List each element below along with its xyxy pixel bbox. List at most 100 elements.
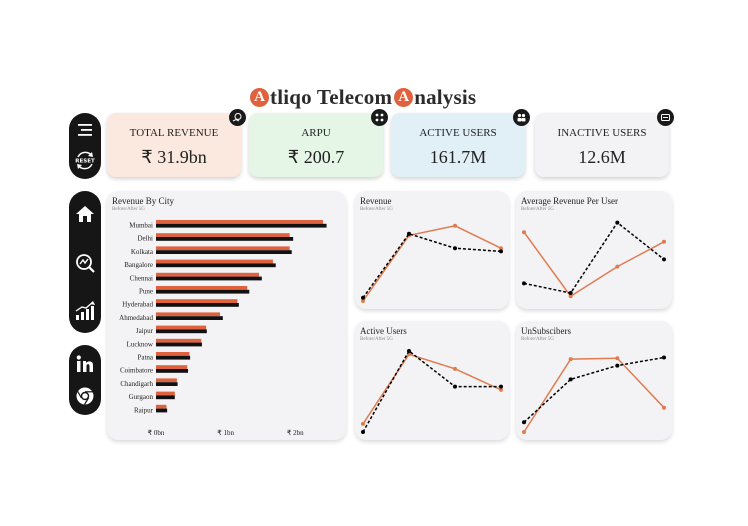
revenue-by-city-card: Revenue By City Before/After 5G Mumbai De… [107, 191, 346, 440]
bar-after [156, 259, 273, 264]
data-point [615, 264, 620, 269]
bar-before [156, 329, 207, 334]
city-label: Bangalore [124, 261, 153, 269]
city-label: Delhi [137, 235, 153, 243]
data-point [361, 295, 365, 300]
revenue-card: Revenue Before/After 5G [355, 191, 509, 309]
active-users-icon [513, 109, 530, 126]
city-label: Lucknow [127, 340, 154, 348]
x-tick-label: ₹ 2bn [287, 429, 304, 437]
data-point [453, 366, 457, 371]
data-point [499, 246, 503, 251]
data-point [568, 357, 573, 362]
reset-label: RESET [75, 159, 95, 165]
data-point [615, 220, 620, 225]
chart-title: Active Users [360, 326, 407, 336]
bar-before [156, 223, 327, 228]
city-label: Hyderabad [122, 301, 153, 309]
data-point [522, 430, 526, 434]
series-line-before [362, 349, 501, 433]
kpi-inactive-users: INACTIVE USERS 12.6M [535, 109, 674, 177]
city-label: Mumbai [129, 222, 153, 230]
bar-before [156, 395, 175, 400]
bar-before [156, 408, 168, 413]
data-point [568, 294, 573, 299]
bar-after [156, 312, 221, 317]
kpi-value: 161.7M [429, 147, 487, 167]
series-line-before [523, 221, 665, 294]
sidebar-social [69, 345, 101, 415]
chart-title: Revenue By City [112, 196, 174, 206]
logo-letter-a-2: A [394, 87, 414, 107]
active-users-line-chart [361, 349, 503, 434]
bar-after [156, 286, 248, 290]
bar-after [156, 338, 202, 343]
arpu-line-chart [522, 220, 666, 299]
data-point [361, 299, 365, 303]
data-point [499, 249, 503, 254]
bar-before [156, 289, 250, 294]
bar-before [156, 316, 223, 320]
data-point [662, 239, 666, 244]
series-line-before [523, 356, 665, 423]
city-label: Coimbatore [120, 367, 153, 375]
title-part-2: nalysis [414, 84, 477, 109]
bar-before [156, 276, 262, 281]
city-label: Patna [137, 354, 153, 362]
data-point [615, 356, 620, 361]
kpi-total-revenue: TOTAL REVENUE ₹ 31.9bn [107, 109, 246, 177]
growth-chart-icon[interactable] [69, 299, 101, 323]
chart-subtitle: Before/After 5G [521, 337, 554, 342]
home-icon[interactable] [69, 203, 101, 225]
chrome-icon[interactable] [69, 385, 101, 407]
kpi-label: ARPU [301, 127, 331, 139]
revenue-by-city-chart: Mumbai Delhi Kolkata Bangalore Chennai Pune Hy… [119, 220, 327, 437]
city-label: Pune [139, 288, 153, 296]
linkedin-icon[interactable] [69, 353, 101, 375]
kpi-arpu: ARPU ₹ 200.7 [249, 109, 388, 177]
data-point [407, 349, 411, 353]
bar-after [156, 220, 324, 224]
menu-icon[interactable] [69, 121, 101, 139]
bar-before [156, 250, 292, 254]
chart-title: UnSubscibers [521, 326, 571, 336]
chart-title: Average Revenue Per User [521, 196, 619, 206]
bar-after [156, 272, 260, 277]
active-users-card: Active Users Before/After 5G [355, 321, 509, 440]
logo-letter-a: A [250, 87, 269, 107]
kpi-value: 12.6M [578, 147, 626, 167]
bar-before [156, 303, 239, 307]
bar-after [156, 246, 290, 251]
bar-before [156, 263, 276, 268]
reset-button[interactable]: RESET [69, 147, 101, 173]
data-point [662, 257, 666, 262]
bar-after [156, 325, 207, 330]
city-label: Chandigarh [120, 380, 153, 388]
analytics-icon[interactable] [69, 251, 101, 275]
x-tick-label: ₹ 0bn [148, 429, 165, 437]
bar-after [156, 378, 177, 383]
bar-after [156, 299, 238, 303]
sidebar-top: RESET [69, 113, 101, 179]
x-tick-label: ₹ 1bn [217, 429, 234, 437]
dashboard-title: A tliqo Telecom A nalysis [250, 84, 520, 110]
city-label: Ahmedabad [119, 314, 153, 322]
unsubscribers-card: UnSubscibers Before/After 5G [516, 321, 672, 440]
data-point [522, 420, 526, 425]
kpi-label: TOTAL REVENUE [129, 127, 219, 139]
city-label: Jaipur [136, 327, 154, 335]
data-point [615, 363, 620, 368]
chart-subtitle: Before/After 5G [360, 207, 393, 212]
data-point [407, 231, 411, 236]
bar-after [156, 365, 188, 369]
chart-subtitle: Before/After 5G [360, 337, 393, 342]
chart-subtitle: Before/After 5G [112, 207, 145, 212]
unsubscribers-line-chart [522, 355, 666, 434]
inactive-icon [657, 109, 674, 126]
series-line-before [362, 232, 502, 299]
data-point [568, 377, 573, 382]
data-point [568, 291, 573, 295]
chart-title: Revenue [360, 196, 392, 206]
revenue-icon [229, 109, 246, 126]
bar-after [156, 352, 190, 356]
